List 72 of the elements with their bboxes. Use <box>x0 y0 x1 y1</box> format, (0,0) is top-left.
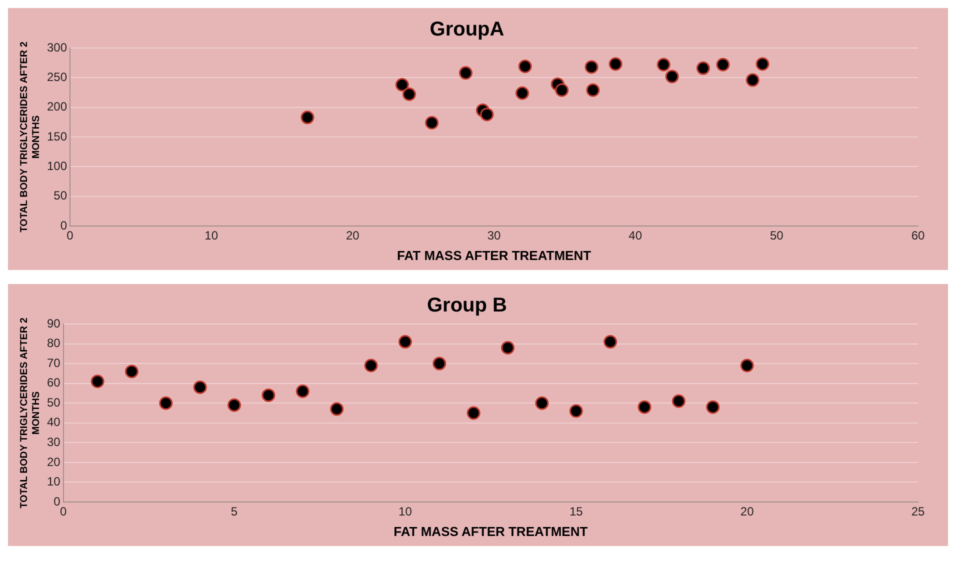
y-tick-label: 20 <box>46 454 61 469</box>
point <box>638 400 652 414</box>
y-tick-label: 50 <box>54 188 68 203</box>
point <box>90 374 104 388</box>
point <box>706 400 720 414</box>
x-tick-label: 5 <box>230 504 238 519</box>
point <box>608 57 622 71</box>
point <box>159 396 173 410</box>
point <box>501 340 515 354</box>
point <box>228 398 242 412</box>
point <box>604 335 618 349</box>
x-tick-label: 25 <box>911 504 925 519</box>
point <box>516 86 530 100</box>
y-axis-title: TOTAL BODY TRIGLYCERIDES AFTER 2 MONTHS <box>18 41 42 232</box>
x-tick-label: 20 <box>740 504 754 519</box>
point <box>425 116 439 130</box>
point <box>466 406 480 420</box>
x-tick-label: 10 <box>398 504 412 519</box>
y-tick-label: 40 <box>46 415 61 430</box>
point <box>656 58 670 72</box>
x-axis-title: FAT MASS AFTER TREATMENT <box>396 248 592 263</box>
point <box>746 73 760 87</box>
x-axis-title: FAT MASS AFTER TREATMENT <box>394 524 588 539</box>
point <box>300 110 314 124</box>
y-tick-label: 250 <box>46 70 68 84</box>
point <box>193 380 207 394</box>
y-tick-label: 0 <box>54 494 61 508</box>
x-tick-label: 30 <box>487 228 502 243</box>
y-tick-label: 200 <box>46 100 68 114</box>
chart-title: GroupA <box>430 18 504 41</box>
point <box>672 394 686 408</box>
point <box>296 384 310 398</box>
point <box>756 57 770 71</box>
y-tick-label: 50 <box>46 395 61 410</box>
point <box>480 108 494 122</box>
point <box>402 88 416 102</box>
y-tick-label: 80 <box>46 336 61 350</box>
point <box>569 404 583 418</box>
chart-title: Group B <box>427 294 507 317</box>
point <box>740 358 754 372</box>
x-tick-label: 15 <box>569 504 584 519</box>
point <box>696 61 710 75</box>
point <box>555 83 569 97</box>
y-tick-label: 10 <box>46 474 61 489</box>
x-tick-label: 40 <box>628 228 642 243</box>
x-tick-label: 10 <box>204 228 218 243</box>
point <box>665 70 679 84</box>
point <box>518 60 532 74</box>
y-axis-title: TOTAL BODY TRIGLYCERIDES AFTER 2 MONTHS <box>18 317 42 508</box>
point <box>364 358 378 372</box>
point <box>535 396 549 410</box>
y-tick-label: 90 <box>46 316 61 330</box>
y-tick-label: 30 <box>46 434 61 449</box>
point <box>330 402 344 416</box>
x-tick-label: 50 <box>770 228 784 243</box>
point <box>262 388 276 402</box>
point <box>458 66 472 80</box>
point <box>124 364 138 378</box>
point <box>432 356 446 370</box>
y-tick-label: 0 <box>60 218 68 232</box>
point <box>584 60 598 74</box>
y-tick-label: 60 <box>46 376 61 390</box>
y-tick-label: 150 <box>46 129 68 144</box>
x-tick-label: 20 <box>346 228 360 243</box>
y-tick-label: 100 <box>46 158 68 173</box>
y-tick-label: 70 <box>46 356 61 370</box>
y-tick-label: 300 <box>46 40 68 54</box>
point <box>398 335 412 349</box>
point <box>586 83 600 97</box>
point <box>395 78 409 92</box>
x-tick-label: 60 <box>911 228 925 243</box>
point <box>716 58 730 72</box>
